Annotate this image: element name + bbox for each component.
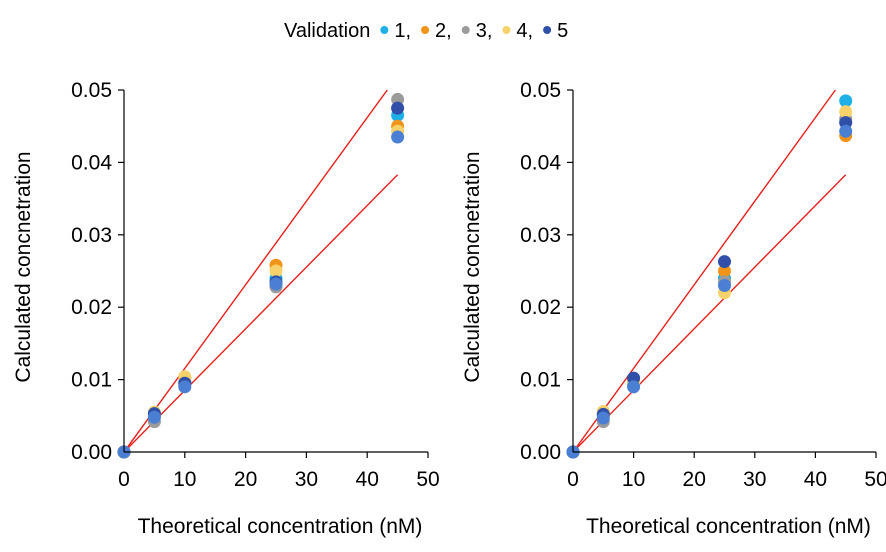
legend-entries: 1, 2, 3, 4, 5 (380, 20, 568, 42)
chart-right-y-tick-label: 0.03 (520, 224, 561, 247)
legend-label-2: 2, (435, 20, 452, 42)
chart-right-y-tick-label: 0.01 (520, 369, 561, 392)
chart-left-y-tick-label: 0.04 (71, 151, 112, 174)
chart-right-point-series-6 (839, 124, 853, 138)
chart-left-reference-lines (123, 89, 399, 453)
chart-right-x-tick-label: 20 (683, 468, 706, 491)
chart-left-y-tick-label: 0.03 (71, 224, 112, 247)
legend: Validation 1, 2, 3, 4, 5 (284, 20, 568, 42)
chart-left-point-series-6 (391, 130, 405, 144)
chart-left-x-axis-label: Theoretical concentration (nM) (138, 515, 423, 538)
chart-right-x-axis-label: Theoretical concentration (nM) (586, 515, 871, 538)
chart-right-point-series-2 (718, 264, 731, 278)
chart-right-y-tick-label: 0.05 (520, 79, 561, 102)
chart-right-point-series-4 (839, 105, 853, 119)
legend-marker-1-icon (380, 26, 389, 34)
chart-left-y-tick-label: 0.01 (71, 369, 112, 392)
chart-right-x-tick-label: 40 (804, 468, 827, 491)
chart-left-x-tick-label: 0 (118, 468, 130, 491)
chart-left-reference-line-2 (123, 174, 399, 453)
chart-left-y-tick-label: 0.02 (71, 296, 112, 319)
chart-left-y-tick-label: 0.05 (71, 79, 112, 102)
chart-right-point-series-6 (596, 411, 610, 425)
chart-left-point-series-6 (269, 277, 283, 291)
chart-right-point-series-6 (627, 380, 641, 394)
chart-left-ticks: 0 10 20 30 40 50 0.00 0.01 0.02 0.03 0.04 0.05 (71, 79, 440, 491)
legend-marker-3-icon (461, 26, 470, 34)
chart-left-point-series-6 (147, 410, 161, 424)
chart-left-reference-line-1 (123, 89, 388, 453)
chart-left-x-tick-label: 20 (234, 468, 257, 491)
chart-right-x-tick-label: 0 (567, 468, 579, 491)
legend-marker-4-icon (502, 26, 511, 34)
chart-right-reference-lines (572, 89, 847, 453)
legend-label-1: 1, (394, 20, 411, 42)
chart-right-point-series-1 (839, 94, 853, 108)
chart-left: 0 10 20 30 40 50 0.00 0.01 0.02 0.03 0.04 0.05 Theo… (12, 79, 440, 538)
legend-label-5: 5 (557, 20, 568, 42)
legend-marker-2-icon (421, 26, 430, 34)
chart-left-point-series-5 (391, 101, 405, 115)
chart-left-x-tick-label: 40 (356, 468, 379, 491)
chart-right-reference-line-2 (572, 174, 847, 453)
chart-left-x-tick-label: 10 (173, 468, 196, 491)
chart-right-x-tick-label: 50 (864, 468, 886, 491)
chart-left-x-tick-label: 30 (295, 468, 318, 491)
legend-marker-5-icon (543, 26, 552, 34)
chart-right-y-axis-label: Calculated concnetration (461, 151, 484, 382)
legend-label-3: 3, (476, 20, 493, 42)
chart-right-x-tick-label: 30 (743, 468, 766, 491)
chart-right-x-tick-label: 10 (622, 468, 645, 491)
chart-left-point-series-4 (269, 264, 283, 278)
chart-left-points (117, 92, 405, 459)
chart-left-y-axis-label: Calculated concnetration (12, 151, 35, 382)
legend-title: Validation (284, 20, 370, 42)
chart-right-y-tick-label: 0.00 (520, 441, 561, 464)
chart-right-ticks: 0 10 20 30 40 50 0.00 0.01 0.02 0.03 0.04 0.05 (520, 79, 886, 491)
chart-right-y-tick-label: 0.04 (520, 151, 561, 174)
legend-label-4: 4, (516, 20, 533, 42)
chart-right-y-tick-label: 0.02 (520, 296, 561, 319)
chart-left-point-series-6 (178, 380, 192, 394)
chart-right-reference-line-1 (572, 89, 836, 453)
chart-right-point-series-5 (718, 255, 731, 269)
chart-right-points (566, 94, 853, 459)
chart-left-x-tick-label: 50 (416, 468, 439, 491)
chart-left-y-tick-label: 0.00 (71, 441, 112, 464)
chart-right-point-series-6 (718, 278, 731, 292)
chart-right: 0 10 20 30 40 50 0.00 0.01 0.02 0.03 0.04 0.05 Theo… (461, 79, 886, 538)
